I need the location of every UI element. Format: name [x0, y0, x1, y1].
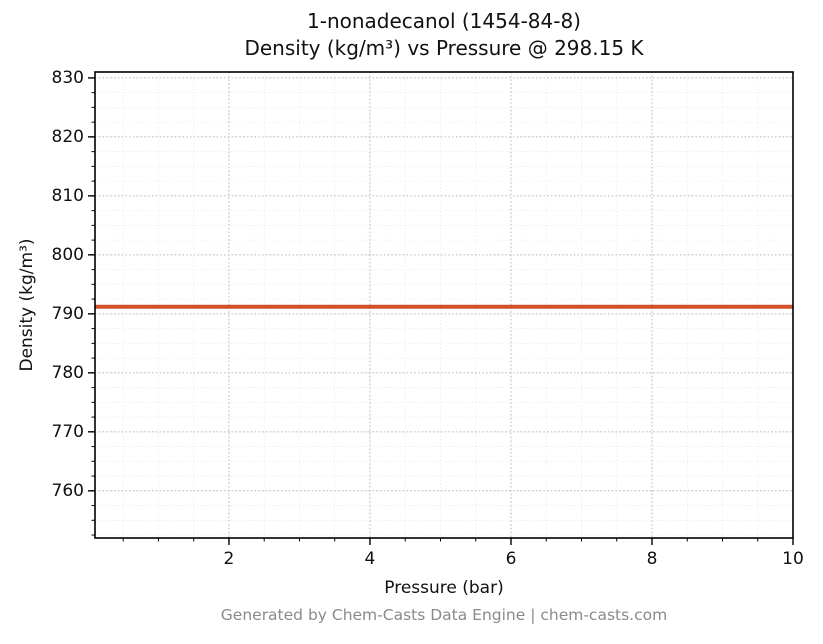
- x-tick-label: 6: [506, 549, 517, 569]
- x-tick-label: 2: [224, 549, 235, 569]
- y-tick-label: 820: [52, 127, 84, 147]
- y-tick-label: 810: [52, 186, 84, 206]
- y-axis-label: Density (kg/m³): [17, 238, 37, 372]
- x-tick-label: 4: [365, 549, 376, 569]
- y-tick-label: 790: [52, 304, 84, 324]
- y-tick-label: 830: [52, 68, 84, 88]
- y-tick-label: 800: [52, 245, 84, 265]
- y-tick-label: 780: [52, 363, 84, 383]
- plot-border: [94, 71, 794, 539]
- x-tick-label: 10: [782, 549, 804, 569]
- y-tick-label: 770: [52, 422, 84, 442]
- chart-title: 1-nonadecanol (1454-84-8) Density (kg/m³…: [95, 8, 793, 62]
- chart-title-line2: Density (kg/m³) vs Pressure @ 298.15 K: [244, 36, 644, 60]
- chart-title-line1: 1-nonadecanol (1454-84-8): [307, 9, 581, 33]
- x-tick-label: 8: [647, 549, 658, 569]
- footer-credit: Generated by Chem-Casts Data Engine | ch…: [220, 606, 668, 624]
- y-tick-label: 760: [52, 481, 84, 501]
- x-axis-label: Pressure (bar): [384, 578, 504, 598]
